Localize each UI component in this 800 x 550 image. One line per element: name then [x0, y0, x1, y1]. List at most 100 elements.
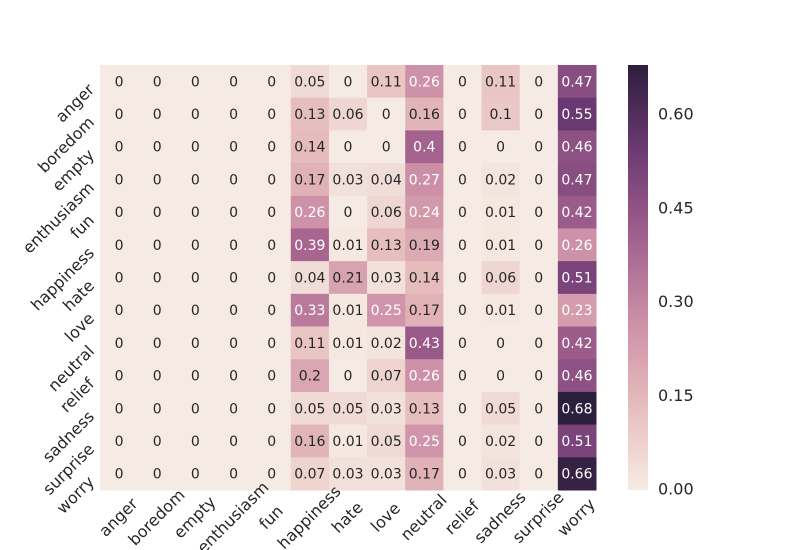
cell-label: 0.42	[561, 336, 592, 352]
heatmap-cell	[367, 424, 406, 458]
cell-label: 0.01	[485, 205, 516, 221]
heatmap-cell	[519, 424, 559, 458]
heatmap-cell	[443, 391, 483, 426]
heatmap-cell	[519, 293, 559, 328]
cell-label: 0.4	[413, 140, 435, 156]
cell-label: 0	[534, 74, 543, 90]
heatmap-cell	[328, 163, 368, 197]
cell-label: 0	[534, 369, 543, 385]
heatmap-cell	[328, 65, 368, 99]
cell-label: 0	[115, 336, 124, 352]
cell-label: 0	[534, 271, 543, 287]
cell-label: 0	[191, 336, 200, 352]
cell-label: 0.43	[409, 336, 440, 352]
heatmap-cell	[443, 228, 483, 262]
cell-label: 0	[115, 401, 124, 417]
cell-label: 0.03	[485, 467, 516, 483]
heatmap-cell	[290, 163, 330, 197]
cell-label: 0	[153, 140, 162, 156]
heatmap-cell	[328, 97, 368, 131]
heatmap-cell	[176, 228, 215, 262]
cell-label: 0	[496, 140, 505, 156]
heatmap-cell	[214, 65, 254, 99]
heatmap-cell	[481, 130, 521, 164]
colorbar-tick-label: 0.00	[658, 480, 694, 499]
cell-label: 0	[458, 238, 467, 254]
heatmap-cell	[405, 293, 444, 328]
colorbar-tick-label: 0.60	[658, 105, 694, 124]
heatmap-cell	[519, 457, 559, 491]
cell-label: 0.03	[371, 271, 402, 287]
cell-label: 0.26	[294, 205, 325, 221]
cell-label: 0.02	[485, 434, 516, 450]
cell-label: 0.23	[561, 303, 592, 319]
heatmap-cell	[138, 424, 177, 458]
cell-label: 0	[267, 336, 276, 352]
heatmap-cell	[443, 130, 483, 164]
cell-label: 0.13	[409, 401, 440, 417]
heatmap-cell	[100, 163, 139, 197]
heatmap-cell	[100, 391, 139, 426]
heatmap-cell	[328, 130, 368, 164]
cell-label: 0	[229, 140, 238, 156]
heatmap-cell	[214, 261, 254, 295]
cell-label: 0.01	[485, 303, 516, 319]
heatmap-cell	[138, 293, 177, 328]
heatmap-cell	[405, 97, 444, 131]
heatmap-cell	[100, 261, 139, 295]
cell-label: 0.11	[485, 74, 516, 90]
heatmap-cell	[290, 65, 330, 99]
heatmap-cell	[519, 163, 559, 197]
heatmap-cell	[443, 261, 483, 295]
cell-label: 0	[153, 467, 162, 483]
heatmap-cell	[100, 359, 139, 393]
cell-label: 0	[229, 205, 238, 221]
cell-label: 0	[191, 401, 200, 417]
heatmap-cell	[100, 130, 139, 164]
cell-label: 0.06	[332, 107, 363, 123]
heatmap-cell	[443, 359, 483, 393]
heatmap-cell	[328, 228, 368, 262]
heatmap-cell	[405, 65, 444, 99]
cell-label: 0	[153, 238, 162, 254]
heatmap-cell	[290, 424, 330, 458]
cell-label: 0.26	[409, 74, 440, 90]
heatmap-cell	[252, 228, 292, 262]
heatmap-cell	[443, 195, 483, 229]
x-tick-label: boredom	[125, 485, 189, 549]
cell-label: 0.66	[561, 467, 592, 483]
heatmap-cell	[100, 97, 139, 131]
colorbar	[628, 65, 648, 490]
cell-label: 0.13	[371, 238, 402, 254]
heatmap-cell	[214, 293, 254, 328]
cell-label: 0.03	[371, 467, 402, 483]
cell-label: 0	[153, 303, 162, 319]
heatmap-cell	[176, 457, 215, 491]
heatmap-cell	[367, 195, 406, 229]
cell-label: 0.16	[409, 107, 440, 123]
heatmap-cell	[100, 457, 139, 491]
cell-label: 0	[153, 271, 162, 287]
cell-label: 0	[153, 107, 162, 123]
heatmap-cell	[176, 424, 215, 458]
cell-label: 0	[267, 303, 276, 319]
heatmap-cell	[481, 65, 521, 99]
heatmap-cell	[557, 359, 597, 393]
heatmap-cell	[138, 195, 177, 229]
heatmap-cell	[481, 261, 521, 295]
cell-label: 0	[191, 205, 200, 221]
heatmap-cell	[214, 326, 254, 360]
heatmap-cell	[443, 293, 483, 328]
heatmap-cell	[138, 457, 177, 491]
cell-label: 0	[534, 238, 543, 254]
heatmap-cell	[100, 65, 139, 99]
cell-label: 0	[534, 140, 543, 156]
heatmap-cell	[519, 130, 559, 164]
cell-label: 0.24	[409, 205, 440, 221]
cell-label: 0.55	[561, 107, 592, 123]
heatmap-cell	[367, 65, 406, 99]
cell-label: 0.01	[332, 434, 363, 450]
cell-label: 0	[115, 369, 124, 385]
cell-label: 0	[267, 434, 276, 450]
heatmap-cell	[100, 424, 139, 458]
